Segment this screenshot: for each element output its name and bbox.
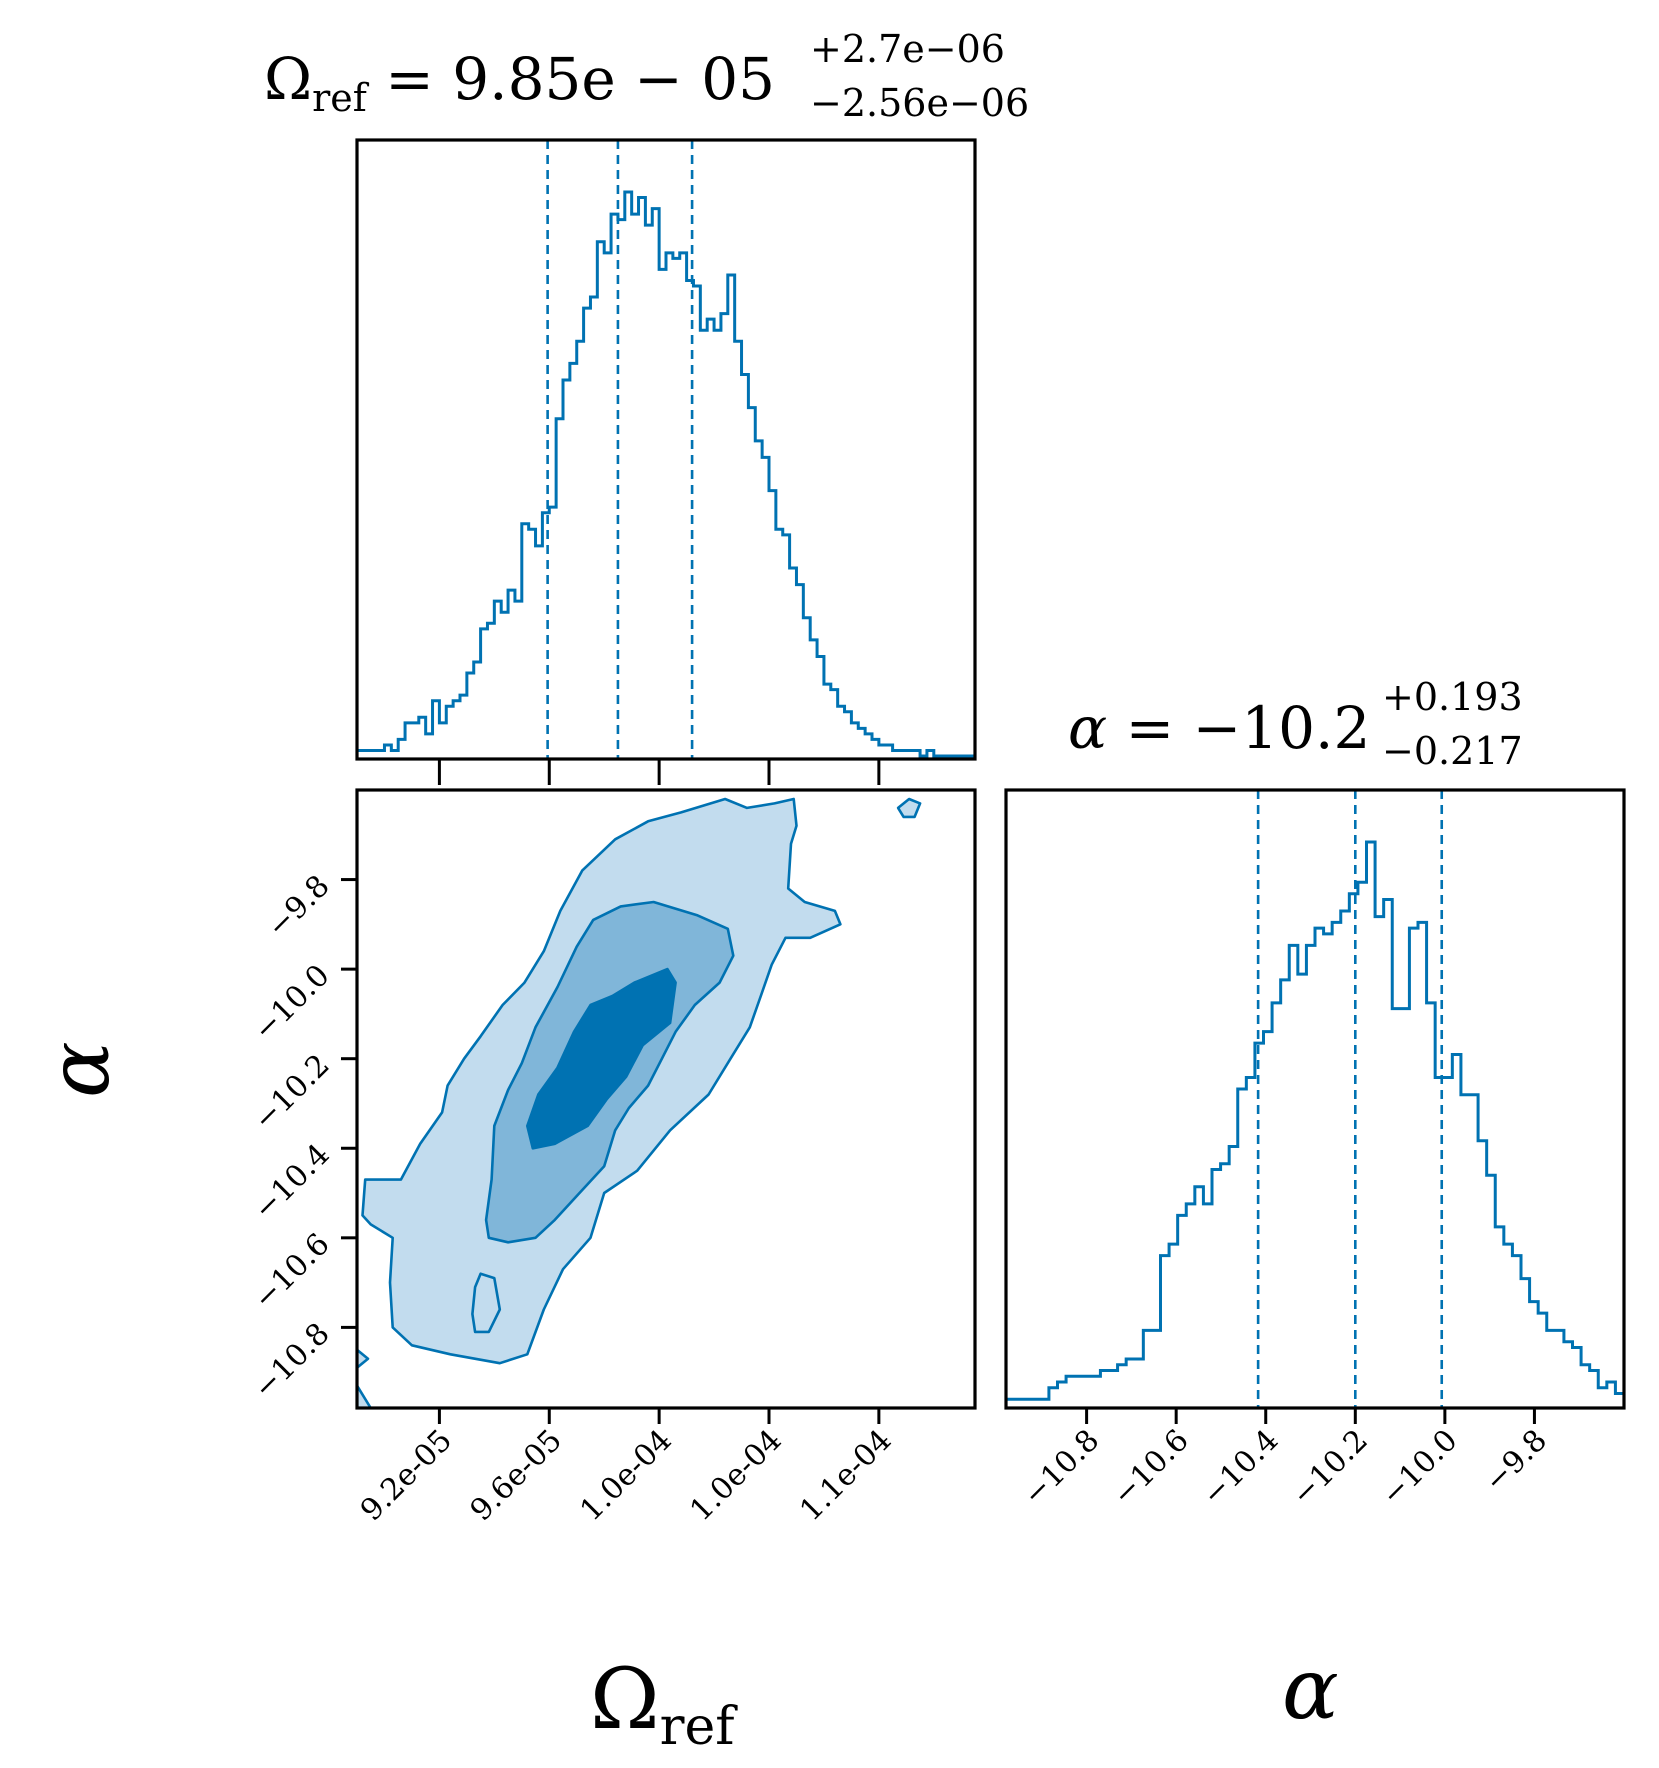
- omega-histogram-frame: [355, 138, 977, 761]
- joint-ytick-label-0: −9.8: [260, 868, 336, 944]
- alpha-title-eq: = −10.2: [1107, 694, 1370, 762]
- omega-title-plus: +2.7e−06: [810, 27, 1005, 71]
- joint-ytick-label-3: −10.4: [247, 1137, 337, 1227]
- alpha-xtick-label-5: −9.8: [1478, 1423, 1554, 1499]
- omega-title-lhs: Ω: [264, 45, 312, 113]
- contour-outer-1: [471, 1272, 502, 1334]
- contour-outer-2: [896, 797, 922, 819]
- omega-hist-step-line: [357, 190, 975, 758]
- alpha-histogram-panel: −10.8 −10.6 −10.4 −10.2 −10.0 −9.8: [1004, 788, 1626, 1513]
- omega-title-minus: −2.56e−06: [810, 81, 1029, 125]
- alpha-xtick-label-1: −10.6: [1106, 1423, 1196, 1513]
- joint-xtick-label-3: 1.0e-04: [683, 1423, 788, 1528]
- omega-histogram-panel: [355, 138, 977, 785]
- joint-xtick-label-2: 1.0e-04: [574, 1423, 679, 1528]
- alpha-xtick-label-3: −10.2: [1285, 1423, 1375, 1513]
- x-axis-label-alpha: α: [1282, 1640, 1339, 1738]
- alpha-histogram-frame: [1004, 788, 1626, 1410]
- y-axis-label-alpha: α: [30, 1041, 128, 1098]
- joint-ytick-label-4: −10.6: [247, 1227, 337, 1317]
- contour-outer-3: [357, 1348, 370, 1369]
- alpha-title-plus: +0.193: [1382, 675, 1523, 719]
- omega-title-lhs-sub: ref: [312, 76, 370, 120]
- alpha-xtick-label-4: −10.0: [1375, 1423, 1465, 1513]
- alpha-hist-step-line: [1006, 840, 1624, 1401]
- joint-xtick-label-1: 9.6e-05: [464, 1423, 569, 1528]
- joint-xtick-label-0: 9.2e-05: [354, 1423, 459, 1528]
- joint-ytick-label-5: −10.8: [247, 1316, 337, 1406]
- omega-marginal-title: Ωref = 9.85e − 05: [264, 45, 775, 120]
- alpha-title-minus: −0.217: [1382, 729, 1523, 773]
- omega-title-eq: = 9.85e − 05: [367, 45, 775, 113]
- alpha-marginal-title: α = −10.2: [1068, 694, 1370, 762]
- alpha-xtick-label-0: −10.8: [1017, 1423, 1107, 1513]
- alpha-xtick-label-2: −10.4: [1196, 1423, 1286, 1513]
- contour-inner-0: [526, 967, 677, 1150]
- joint-contour-frame: [355, 788, 977, 1410]
- x-axis-label-omega: Ωref: [590, 1650, 738, 1757]
- joint-ytick-label-1: −10.0: [247, 958, 337, 1048]
- contour-outer-4: [357, 1384, 372, 1408]
- alpha-title-lhs: α: [1068, 694, 1107, 762]
- joint-contour-panel: −9.8 −10.0−10.2−10.4−10.6−10.8 9.2e-05 9.6…: [247, 788, 977, 1528]
- joint-xtick-label-4: 1.1e-04: [793, 1423, 898, 1528]
- joint-ytick-label-2: −10.2: [247, 1048, 337, 1138]
